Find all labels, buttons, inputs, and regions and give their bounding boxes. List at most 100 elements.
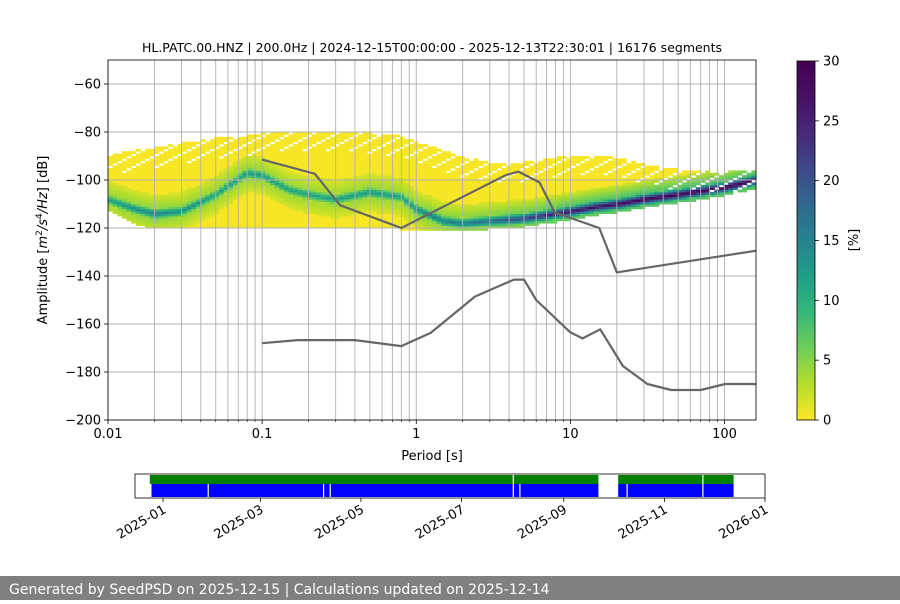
heatmap-cell (519, 223, 525, 226)
heatmap-cell (228, 146, 234, 150)
heatmap-cell (228, 163, 234, 166)
heatmap-cell (163, 163, 169, 166)
heatmap-cell (621, 177, 627, 181)
heatmap-cell (279, 158, 285, 162)
heatmap-cell (163, 165, 169, 169)
heatmap-cell (302, 218, 308, 222)
heatmap-cell (186, 189, 192, 193)
heatmap-cell (394, 156, 400, 159)
heatmap-cell (473, 160, 479, 164)
heatmap-cell (219, 151, 225, 154)
heatmap-cell (223, 151, 229, 154)
heatmap-cell (219, 223, 225, 226)
heatmap-cell (353, 141, 359, 145)
heatmap-cell (371, 206, 377, 210)
heatmap-cell (422, 156, 428, 159)
heatmap-cell (154, 196, 160, 200)
heatmap-cell (214, 220, 220, 224)
heatmap-cell (320, 134, 326, 138)
heatmap-cell (242, 146, 248, 150)
heatmap-cell (478, 206, 484, 210)
heatmap-cell (168, 189, 174, 193)
heatmap-cell (598, 165, 604, 169)
heatmap-cell (635, 172, 641, 176)
heatmap-cell (283, 136, 289, 140)
heatmap-cell (283, 168, 289, 171)
heatmap-cell (464, 175, 470, 178)
heatmap-cell (515, 201, 521, 205)
heatmap-cell (612, 189, 618, 193)
heatmap-cell (681, 199, 687, 202)
heatmap-cell (251, 177, 257, 181)
heatmap-cell (515, 194, 521, 198)
heatmap-cell (311, 170, 317, 174)
heatmap-cell (575, 156, 581, 159)
heatmap-cell (191, 199, 197, 202)
heatmap-cell (121, 201, 127, 205)
heatmap-cell (418, 170, 424, 174)
heatmap-cell (223, 148, 229, 152)
heatmap-cell (172, 213, 178, 217)
heatmap-cell (390, 201, 396, 205)
heatmap-cell (246, 177, 252, 181)
heatmap-cell (163, 187, 169, 190)
heatmap-cell (177, 172, 183, 176)
heatmap-cell (191, 170, 197, 174)
heatmap-cell (663, 168, 669, 171)
heatmap-cell (589, 187, 595, 190)
heatmap-cell (450, 182, 456, 186)
heatmap-cell (270, 156, 276, 159)
heatmap-cell (214, 206, 220, 210)
heatmap-cell (117, 199, 123, 202)
heatmap-cell (209, 156, 215, 159)
heatmap-cell (195, 225, 201, 229)
heatmap-cell (330, 172, 336, 176)
heatmap-cell (538, 192, 544, 195)
heatmap-cell (469, 160, 475, 164)
heatmap-cell (307, 204, 313, 207)
heatmap-cell (177, 194, 183, 198)
heatmap-cell (154, 158, 160, 162)
heatmap-cell (371, 165, 377, 169)
date-tick-label: 2026-01 (716, 502, 771, 542)
heatmap-cell (464, 184, 470, 188)
heatmap-cell (200, 139, 206, 142)
heatmap-cell (228, 218, 234, 222)
heatmap-cell (297, 204, 303, 207)
heatmap-cell (640, 189, 646, 193)
heatmap-cell (612, 194, 618, 198)
heatmap-cell (408, 175, 414, 178)
heatmap-cell (334, 208, 340, 212)
heatmap-cell (626, 170, 632, 174)
heatmap-cell (191, 160, 197, 164)
heatmap-cell (339, 199, 345, 202)
heatmap-cell (283, 223, 289, 226)
heatmap-cell (158, 160, 164, 164)
heatmap-cell (543, 201, 549, 205)
heatmap-cell (371, 220, 377, 224)
heatmap-cell (121, 180, 127, 183)
heatmap-cell (737, 172, 743, 176)
heatmap-cell (200, 196, 206, 200)
heatmap-cell (570, 201, 576, 205)
heatmap-cell (149, 165, 155, 169)
heatmap-cell (316, 156, 322, 159)
heatmap-cell (274, 151, 280, 154)
heatmap-cell (663, 184, 669, 188)
heatmap-cell (515, 182, 521, 186)
heatmap-cell (223, 156, 229, 159)
heatmap-cell (686, 182, 692, 186)
heatmap-cell (580, 182, 586, 186)
heatmap-cell (293, 192, 299, 195)
heatmap-cell (223, 187, 229, 190)
heatmap-cell (742, 175, 748, 178)
heatmap-cell (135, 196, 141, 200)
heatmap-cell (381, 180, 387, 183)
heatmap-cell (621, 201, 627, 205)
heatmap-cell (158, 172, 164, 176)
heatmap-cell (385, 199, 391, 202)
heatmap-cell (274, 168, 280, 171)
heatmap-cell (418, 168, 424, 171)
heatmap-cell (649, 170, 655, 174)
heatmap-cell (612, 170, 618, 174)
